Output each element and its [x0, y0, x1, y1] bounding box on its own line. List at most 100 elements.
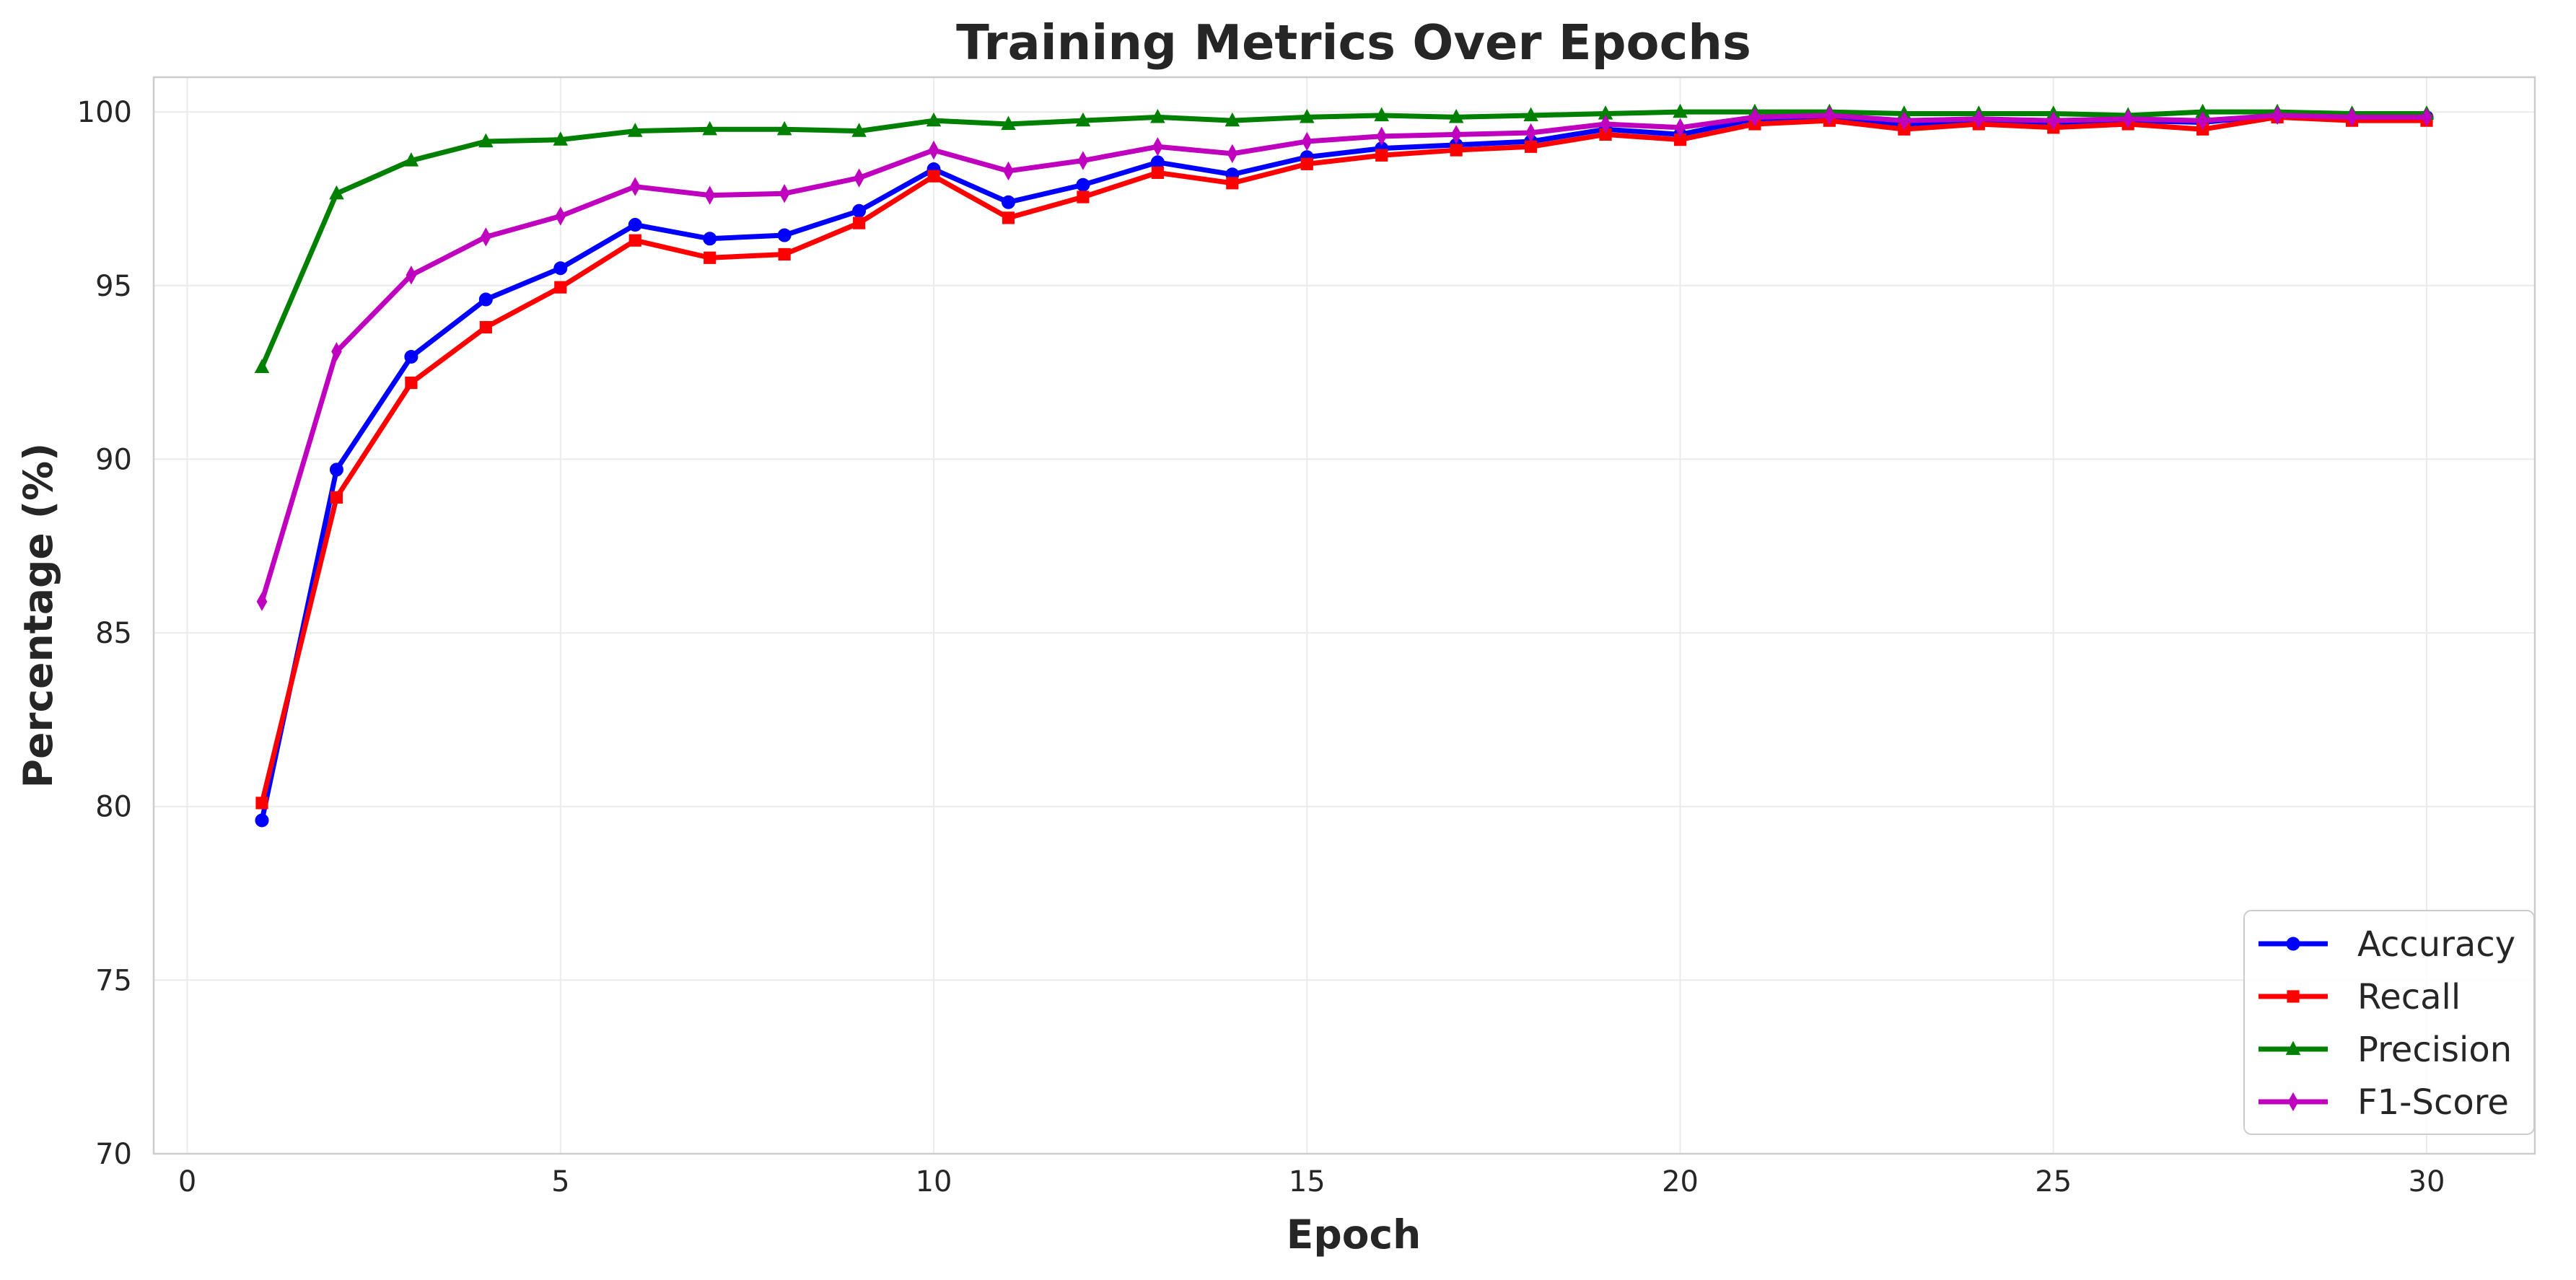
precision-point — [1001, 115, 1016, 131]
f1-score-point — [1227, 144, 1238, 164]
f1-score-point — [1152, 137, 1163, 157]
y-tick-label: 75 — [95, 964, 132, 997]
accuracy-point — [478, 292, 493, 307]
recall-point — [479, 320, 492, 334]
f1-score-line — [259, 113, 2430, 605]
recall-point — [1226, 177, 1239, 190]
legend-label: Recall — [2357, 977, 2461, 1017]
precision-point — [1374, 107, 1390, 122]
legend-swatch-marker — [2287, 1092, 2299, 1112]
x-tick-label: 20 — [1662, 1165, 1699, 1198]
recall-point — [704, 251, 717, 264]
precision-point — [1523, 107, 1538, 122]
f1-score-point — [1675, 118, 1686, 137]
recall-point — [554, 281, 567, 294]
precision-point — [1448, 108, 1464, 123]
x-tick-label: 5 — [551, 1165, 569, 1198]
y-tick-label: 100 — [77, 96, 132, 129]
recall-series — [255, 110, 2433, 810]
recall-point — [927, 170, 940, 183]
y-tick-label: 85 — [95, 617, 132, 650]
legend-item-precision: Precision — [2259, 1030, 2512, 1070]
accuracy-point — [404, 349, 419, 364]
recall-point — [1450, 144, 1463, 157]
x-tick-label: 15 — [1289, 1165, 1326, 1198]
grid-lines — [154, 77, 2535, 1154]
legend-swatch-marker — [2285, 1040, 2301, 1056]
f1-score-point — [2122, 109, 2134, 128]
precision-point — [926, 112, 942, 127]
f1-score-point — [1898, 110, 1910, 131]
precision-point — [478, 133, 494, 148]
recall-line — [259, 114, 2430, 806]
legend-label: Accuracy — [2357, 924, 2515, 965]
x-tick-label: 30 — [2409, 1165, 2445, 1198]
y-tick-label: 80 — [95, 791, 132, 824]
accuracy-point — [628, 218, 642, 232]
f1-score-point — [1973, 109, 1984, 128]
x-tick-labels: 0 5 10 15 20 25 30 — [178, 1165, 2445, 1198]
precision-point — [1673, 103, 1688, 118]
accuracy-point — [777, 228, 792, 242]
precision-point — [329, 185, 344, 200]
precision-series — [254, 103, 2435, 374]
recall-point — [1300, 157, 1313, 170]
f1-score-point — [1600, 114, 1611, 134]
legend-item-accuracy: Accuracy — [2259, 924, 2515, 965]
y-tick-label: 95 — [95, 270, 132, 303]
f1-score-point — [629, 177, 641, 196]
f1-score-point — [928, 140, 939, 160]
recall-point — [1077, 190, 1090, 203]
f1-score-point — [1003, 161, 1014, 181]
y-tick-label: 70 — [95, 1138, 132, 1171]
f1-score-point — [2421, 108, 2432, 127]
y-axis-label: Percentage (%) — [15, 443, 61, 788]
accuracy-point — [1001, 195, 1015, 209]
recall-point — [255, 797, 268, 810]
recall-point — [628, 234, 641, 247]
accuracy-point — [255, 813, 269, 828]
precision-point — [702, 120, 717, 136]
recall-point — [330, 491, 343, 504]
f1-score-point — [331, 342, 342, 361]
precision-point — [1225, 112, 1240, 127]
f1-score-point — [2048, 110, 2059, 131]
f1-score-point — [1301, 131, 1313, 152]
f1-score-point — [555, 206, 566, 226]
y-tick-label: 90 — [95, 443, 132, 476]
precision-point — [1150, 108, 1165, 123]
legend-item-recall: Recall — [2259, 977, 2461, 1017]
recall-point — [405, 376, 418, 390]
f1-score-point — [256, 592, 268, 611]
precision-point — [776, 120, 792, 136]
f1-score-point — [2197, 110, 2208, 131]
legend-box — [2243, 910, 2535, 1135]
legend-swatch-marker — [2286, 937, 2300, 951]
y-tick-labels: 70 75 80 85 90 95 100 — [77, 96, 132, 1171]
legend-label: F1-Score — [2357, 1082, 2509, 1123]
f1-score-point — [1077, 151, 1089, 170]
f1-score-point — [1749, 108, 1761, 127]
f1-score-point — [481, 227, 491, 247]
x-axis-label: Epoch — [1287, 1211, 1421, 1258]
f1-score-point — [2271, 105, 2283, 126]
legend: Accuracy Recall Precision F1-Score — [2243, 910, 2535, 1135]
precision-point — [403, 152, 419, 167]
series-layer — [254, 103, 2435, 828]
accuracy-series — [255, 108, 2434, 828]
recall-point — [1525, 140, 1538, 153]
f1-score-point — [1824, 105, 1835, 126]
precision-point — [851, 123, 867, 137]
accuracy-point — [1076, 177, 1090, 192]
f1-score-point — [1376, 126, 1388, 146]
f1-score-series — [256, 105, 2432, 611]
legend-label: Precision — [2357, 1030, 2512, 1070]
accuracy-point — [329, 463, 343, 477]
f1-score-point — [406, 266, 417, 285]
legend-swatch-marker — [2287, 990, 2300, 1003]
f1-score-point — [2347, 108, 2357, 127]
precision-point — [627, 123, 643, 137]
f1-score-point — [704, 185, 716, 205]
x-tick-label: 25 — [2035, 1165, 2072, 1198]
